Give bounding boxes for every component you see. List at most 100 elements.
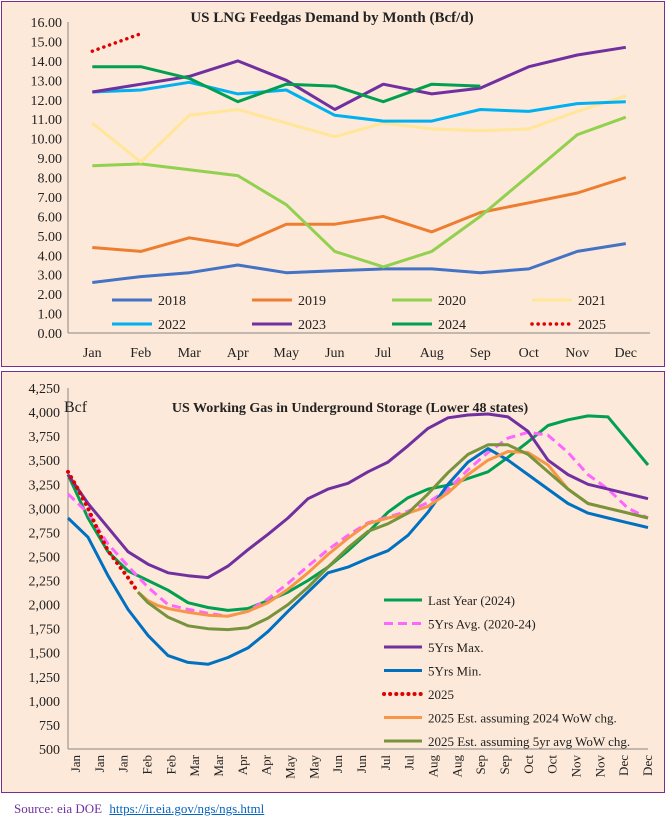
x-tick-label: Apr [235,754,250,775]
legend-label: 5Yrs Min. [428,664,481,679]
legend-label: 2020 [438,294,466,309]
x-tick-label: Oct [519,346,539,361]
legend-label: 2021 [578,294,606,309]
y-tick-label: 11.00 [31,113,62,128]
series-line-last-year-2024 [66,414,650,612]
x-tick-label: Sep [473,755,488,775]
x-tick-label: Mar [178,346,202,361]
y-tick-label: 4,000 [29,406,61,421]
legend-label: 2025 [578,318,606,333]
legend-label: 2023 [298,318,326,333]
x-tick-label: Apr [227,346,249,361]
legend-label: 5Yrs Max. [428,640,484,655]
y-tick-label: 14.00 [31,55,63,70]
y-tick-label: 12.00 [31,94,63,109]
storage-chart-panel: 500 750 1,000 1,250 1,500 1,750 2,000 2,250 2,50… [1,371,665,793]
y-tick-label: 1,500 [29,647,61,662]
x-tick-label: Mar [187,754,202,776]
y-tick-label: 7.00 [38,191,63,206]
x-tick-label: Feb [130,346,151,361]
y-tick-label: 1.00 [38,308,63,323]
series-line-2023 [92,45,627,111]
source-link[interactable]: https://ir.eia.gov/ngs/ngs.html [109,801,265,816]
y-tick-label: 1,000 [29,695,61,710]
x-tick-label: Jul [378,755,393,771]
title-background [152,8,512,28]
y-unit-label: Bcf [64,399,88,416]
legend-label: 2025 Est. assuming 5yr avg WoW chg. [428,734,630,749]
x-tick-label: Jun [325,346,344,361]
x-tick-label: Jun [330,755,345,774]
x-tick-label: Aug [449,755,464,778]
series-line-2021 [91,94,627,164]
y-tick-label: 750 [39,719,60,734]
y-tick-label: 5.00 [38,230,63,245]
source-note: Source: eia DOE https://ir.eia.gov/ngs/n… [14,801,264,817]
y-tick-label: 9.00 [38,152,63,167]
x-tick-label: Oct [521,755,536,774]
series-line-2025 [90,31,143,53]
x-tick-label: Nov [569,755,584,778]
x-tick-label: Feb [140,755,155,775]
y-tick-label: 2,000 [29,599,61,614]
legend-label: 2022 [158,318,186,333]
y-tick-label: 2,250 [29,575,61,590]
y-tick-label: 10.00 [31,133,63,148]
x-tick-label: Feb [163,755,178,775]
x-tick-label: Dec [640,755,655,776]
chart-title: US LNG Feedgas Demand by Month (Bcf/d) [190,10,473,26]
y-tick-label: 13.00 [31,74,63,89]
legend-label: 2018 [158,294,186,309]
x-tick-label: Dec [616,755,631,776]
x-tick-label: Nov [565,346,589,361]
x-tick-label: May [273,346,299,361]
x-tick-label: Mar [211,754,226,776]
series-line-2020 [92,115,627,269]
legend-label: 2025 [428,687,454,702]
y-tick-label: 500 [39,743,60,758]
legend-label: 2019 [298,294,326,309]
series-line-2019 [92,176,627,253]
legend-label: 2024 [438,318,466,333]
x-tick-label: Jul [402,755,417,771]
y-tick-label: 2,750 [29,526,61,541]
series-line-2018 [92,242,627,284]
series-line-2022 [92,80,626,123]
x-tick-label: Aug [426,755,441,778]
series-line-5yrs-max [66,412,649,580]
x-tick-label: Jan [83,346,102,361]
x-tick-label: May [283,755,298,779]
x-tick-label: Nov [592,755,607,778]
y-tick-label: 8.00 [38,172,63,187]
chart-title: US Working Gas in Underground Storage (L… [172,401,529,416]
legend-label: 2025 Est. assuming 2024 WoW chg. [428,711,617,726]
series-line-5yrs-min [66,447,649,666]
x-tick-label: Jan [92,755,107,773]
y-tick-label: 2.00 [38,288,63,303]
storage-chart: 500 750 1,000 1,250 1,500 1,750 2,000 2,250 2,50… [29,382,656,779]
lng-feedgas-chart-panel: 0.00 1.00 2.00 3.00 4.00 5.00 6.00 7.00 8.00 9.00… [1,1,665,367]
lng-feedgas-chart: 0.00 1.00 2.00 3.00 4.00 5.00 6.00 7.00 8.00 9.00… [31,8,650,361]
legend-label: 5Yrs Avg. (2020-24) [428,617,536,632]
x-tick-label: May [306,755,321,779]
y-tick-label: 3,000 [29,502,61,517]
y-tick-label: 15.00 [31,35,63,50]
y-tick-label: 0.00 [38,327,63,342]
y-tick-label: 3,500 [29,454,61,469]
y-tick-label: 2,500 [29,550,61,565]
series-line-2025-est-assuming-5yr-avg-wow-chg [136,443,649,632]
x-tick-label: Dec [614,346,637,361]
series-line-5yrs-avg-2020-24 [66,430,649,618]
y-tick-label: 1,750 [29,623,61,638]
x-tick-label: Jan [116,755,131,773]
y-tick-label: 3,250 [29,478,61,493]
y-tick-label: 3,750 [29,430,61,445]
y-tick-label: 6.00 [38,210,63,225]
y-tick-label: 1,250 [29,671,61,686]
y-tick-label: 16.00 [31,16,63,31]
x-tick-label: Sep [470,346,491,361]
y-tick-label: 4,250 [29,382,61,397]
y-tick-label: 4.00 [38,249,63,264]
x-tick-label: Jan [68,755,83,773]
x-tick-label: Sep [497,755,512,775]
